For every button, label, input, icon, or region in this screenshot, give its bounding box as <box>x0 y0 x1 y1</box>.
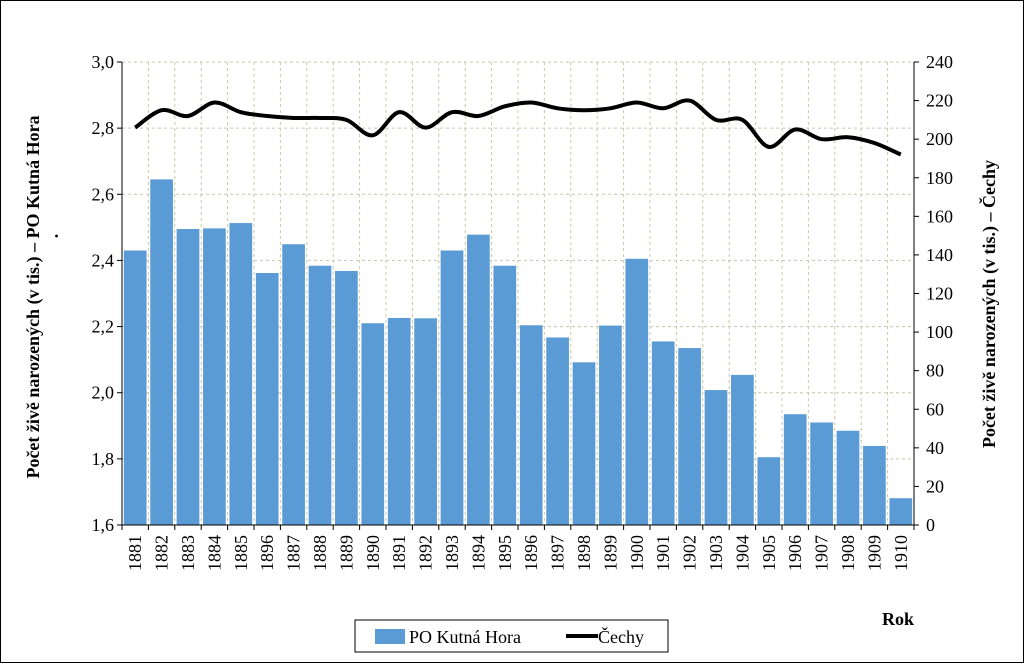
bar <box>203 228 226 525</box>
bar <box>414 318 437 525</box>
x-tick-label: 1888 <box>310 535 330 571</box>
bar <box>546 337 569 525</box>
x-tick-label: 1906 <box>785 535 805 571</box>
bar <box>361 323 385 525</box>
y-left-tick-label: 2,0 <box>92 383 115 403</box>
bar <box>836 430 860 525</box>
bar <box>810 422 833 525</box>
legend-box <box>354 619 669 653</box>
x-tick-label: 1905 <box>759 535 779 571</box>
x-tick-label: 1893 <box>442 535 462 571</box>
x-tick-label: 1910 <box>891 535 911 571</box>
bar <box>123 250 147 525</box>
bar <box>783 414 807 525</box>
x-tick-label: 1896 <box>257 535 277 571</box>
y-right-tick-label: 80 <box>926 361 944 381</box>
legend-line-label: Čechy <box>598 626 644 647</box>
line-series <box>134 98 902 157</box>
x-tick-label: 1881 <box>125 535 145 571</box>
bar <box>625 258 649 525</box>
legend-bar-label: PO Kutná Hora <box>409 627 521 647</box>
x-tick-label: 1885 <box>231 535 251 571</box>
y-left-tick-label: 2,8 <box>92 118 115 138</box>
x-tick-label: 1884 <box>204 535 224 571</box>
x-tick-label: 1887 <box>284 535 304 571</box>
y-right-tick-label: 100 <box>926 322 953 342</box>
bar <box>757 457 781 525</box>
bar <box>229 223 253 525</box>
x-tick-label: 1894 <box>468 535 488 571</box>
x-tick-label: 1899 <box>600 535 620 571</box>
bar <box>150 179 173 525</box>
x-tick-label: 1889 <box>336 535 356 571</box>
y-right-tick-label: 220 <box>926 91 953 111</box>
bar <box>176 229 200 525</box>
bar <box>282 244 305 525</box>
x-tick-label: 1903 <box>706 535 726 571</box>
x-tick-label: 1890 <box>363 535 383 571</box>
y-right-tick-label: 140 <box>926 245 953 265</box>
bar <box>889 498 913 525</box>
x-tick-label: 1895 <box>495 535 515 571</box>
x-tick-label: 1896 <box>521 535 541 571</box>
y-right-tick-label: 240 <box>926 52 953 72</box>
bar-series <box>123 179 913 525</box>
y-right-tick-label: 180 <box>926 168 953 188</box>
y-left-tick-label: 2,6 <box>92 184 115 204</box>
tick-labels: 1,6 1,8 2,0 2,2 2,4 2,6 2,8 3,0 0 20 40 60 80 100 120 1… <box>92 52 954 571</box>
y-right-tick-label: 120 <box>926 284 953 304</box>
x-tick-label: 1902 <box>680 535 700 571</box>
y-left-tick-label: 3,0 <box>92 52 115 72</box>
x-axis-label: Rok <box>882 609 914 629</box>
bar <box>704 390 728 525</box>
bar <box>651 341 675 525</box>
y-left-tick-label: 2,2 <box>92 317 115 337</box>
bar <box>440 250 464 525</box>
y-left-tick-label: 2,4 <box>92 250 115 270</box>
y-right-tick-label: 0 <box>926 515 935 535</box>
legend-bar-swatch <box>375 629 405 644</box>
bar <box>572 362 596 525</box>
y-left-tick-label: 1,8 <box>92 449 115 469</box>
bar <box>467 234 490 525</box>
x-tick-label: 1882 <box>152 535 172 571</box>
bar <box>731 374 754 525</box>
bar <box>678 348 701 525</box>
y-right-tick-label: 200 <box>926 129 953 149</box>
y-left-tick-label: 1,6 <box>92 515 115 535</box>
bar <box>519 325 543 525</box>
bar <box>387 317 411 525</box>
x-tick-label: 1901 <box>653 535 673 571</box>
y-right-tick-label: 160 <box>926 206 953 226</box>
bar <box>493 265 517 525</box>
y-right-tick-label: 40 <box>926 438 944 458</box>
bar <box>335 271 358 525</box>
y-right-tick-label: 60 <box>926 399 944 419</box>
x-tick-label: 1897 <box>548 535 568 571</box>
y-axis-right-label: Počet živě narozených (v tis.) – Čechy <box>978 160 1000 448</box>
axes <box>117 61 919 530</box>
x-tick-label: 1891 <box>389 535 409 571</box>
x-tick-label: 1892 <box>416 535 436 571</box>
x-tick-label: 1883 <box>178 535 198 571</box>
x-tick-label: 1898 <box>574 535 594 571</box>
y-axis-left-label-stray: . <box>42 234 62 239</box>
x-tick-label: 1908 <box>838 535 858 571</box>
y-axis-left-label: Počet živě narozených (v tis.) – PO Kutn… <box>23 115 44 478</box>
x-tick-label: 1900 <box>627 535 647 571</box>
bar <box>863 445 886 525</box>
bar <box>255 272 279 525</box>
line-path <box>134 98 902 157</box>
y-right-tick-label: 20 <box>926 476 944 496</box>
x-tick-label: 1907 <box>812 535 832 571</box>
bar <box>308 265 332 525</box>
x-tick-label: 1909 <box>864 535 884 571</box>
x-tick-label: 1904 <box>732 535 752 571</box>
legend: PO Kutná Hora Čechy <box>354 619 669 653</box>
bar <box>599 325 622 525</box>
